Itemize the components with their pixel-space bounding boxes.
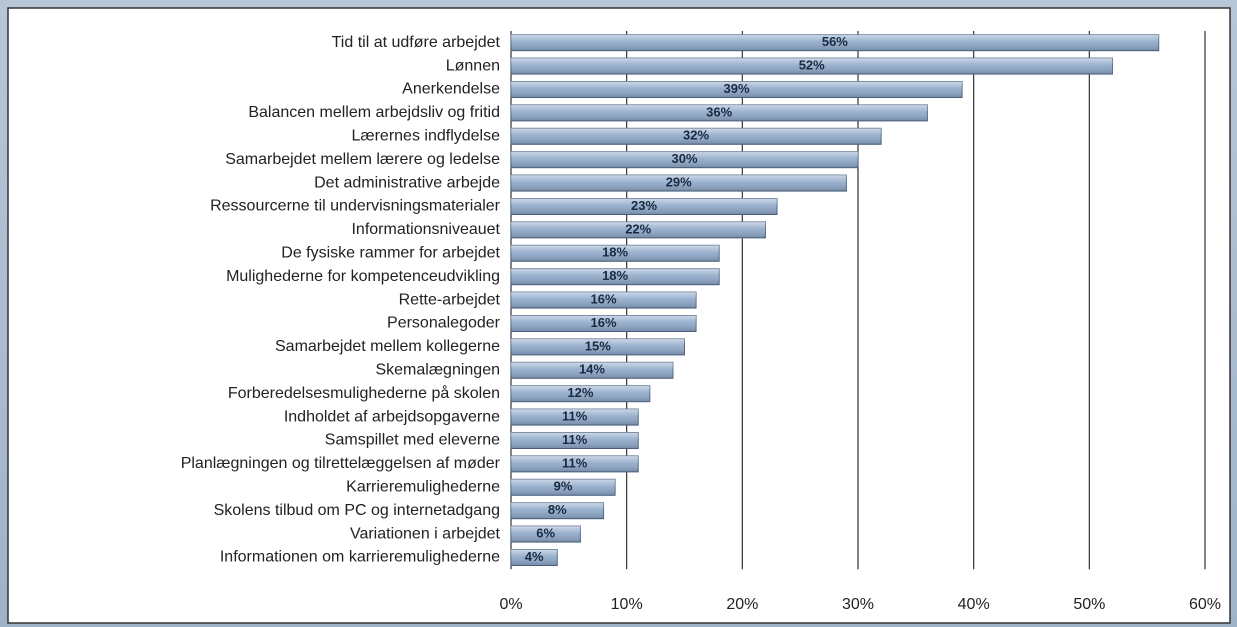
value-label: 30% bbox=[671, 151, 697, 166]
y-tick-label: Skemalægningen bbox=[375, 362, 500, 379]
x-tick-label: 50% bbox=[1073, 596, 1105, 613]
y-tick-label: Rette-arbejdet bbox=[399, 291, 501, 308]
y-tick-label: Mulighederne for kompetenceudvikling bbox=[226, 268, 500, 285]
y-tick-label: Planlægningen og tilrettelæggelsen af mø… bbox=[181, 455, 501, 472]
y-tick-label: Lønnen bbox=[446, 57, 500, 74]
x-tick-label: 10% bbox=[611, 596, 643, 613]
y-tick-label: Samarbejdet mellem lærere og ledelse bbox=[225, 151, 500, 168]
value-label: 23% bbox=[631, 198, 657, 213]
y-tick-label: De fysiske rammer for arbejdet bbox=[281, 245, 500, 262]
value-label: 16% bbox=[591, 292, 617, 307]
x-tick-label: 60% bbox=[1189, 596, 1221, 613]
y-tick-label: Informationen om karrieremulighederne bbox=[220, 549, 500, 566]
value-label: 36% bbox=[706, 104, 732, 119]
value-label: 56% bbox=[822, 34, 848, 49]
value-label: 6% bbox=[536, 526, 555, 541]
value-label: 14% bbox=[579, 362, 605, 377]
y-tick-label: Balancen mellem arbejdsliv og fritid bbox=[248, 104, 500, 121]
value-label: 16% bbox=[591, 315, 617, 330]
x-tick-label: 20% bbox=[726, 596, 758, 613]
value-label: 11% bbox=[562, 409, 588, 424]
y-tick-label: Variationen i arbejdet bbox=[350, 525, 501, 542]
y-tick-label: Karrieremulighederne bbox=[346, 479, 500, 496]
value-label: 12% bbox=[567, 385, 593, 400]
value-label: 11% bbox=[562, 455, 588, 470]
value-label: 8% bbox=[548, 502, 567, 517]
y-tick-label: Samarbejdet mellem kollegerne bbox=[275, 338, 500, 355]
y-tick-label: Tid til at udføre arbejdet bbox=[332, 34, 501, 51]
value-label: 18% bbox=[602, 245, 628, 260]
y-tick-label: Samspillet med eleverne bbox=[325, 432, 500, 449]
x-tick-label: 40% bbox=[958, 596, 990, 613]
value-label: 32% bbox=[683, 128, 709, 143]
value-label: 4% bbox=[525, 549, 544, 564]
y-tick-label: Det administrative arbejde bbox=[314, 174, 500, 191]
value-label: 22% bbox=[625, 221, 651, 236]
y-tick-label: Ressourcerne til undervisningsmaterialer bbox=[210, 198, 501, 215]
value-label: 18% bbox=[602, 268, 628, 283]
value-label: 39% bbox=[724, 81, 750, 96]
y-tick-label: Personalegoder bbox=[387, 315, 501, 332]
value-label: 9% bbox=[554, 479, 573, 494]
y-tick-label: Anerkendelse bbox=[402, 81, 500, 98]
x-tick-label: 30% bbox=[842, 596, 874, 613]
value-label: 11% bbox=[562, 432, 588, 447]
y-tick-label: Indholdet af arbejdsopgaverne bbox=[284, 408, 500, 425]
y-tick-label: Skolens tilbud om PC og internetadgang bbox=[214, 502, 500, 519]
value-label: 29% bbox=[666, 175, 692, 190]
value-label: 52% bbox=[799, 58, 825, 73]
y-tick-label: Lærernes indflydelse bbox=[351, 128, 500, 145]
y-tick-label: Forberedelsesmulighederne på skolen bbox=[228, 384, 500, 402]
x-tick-label: 0% bbox=[499, 596, 522, 613]
value-label: 15% bbox=[585, 338, 611, 353]
y-tick-label: Informationsniveauet bbox=[351, 221, 500, 238]
